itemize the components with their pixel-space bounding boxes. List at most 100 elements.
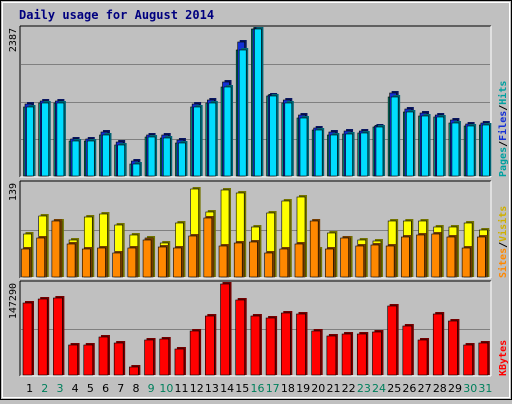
bar-sites-day-1 [21, 247, 32, 278]
bar-hits-day-16 [254, 27, 264, 177]
bar-kbytes-day-16 [250, 314, 262, 376]
bar-sites-day-15 [233, 241, 245, 278]
outer-bevel [2, 2, 510, 398]
bar-hits-day-13 [208, 101, 218, 177]
x-tick-label: 25 [387, 382, 401, 395]
x-tick-label: 23 [357, 382, 371, 395]
bar-kbytes-day-12 [189, 329, 202, 376]
bar-sites-day-17 [264, 251, 275, 278]
bar-hits-day-1 [26, 105, 36, 177]
bar-hits-day-2 [41, 101, 51, 177]
bar-sites-day-22 [340, 236, 351, 278]
bar-sites-day-24 [370, 243, 381, 278]
bar-sites-day-10 [157, 245, 169, 278]
x-tick-label: 2 [41, 382, 48, 395]
max-label-hits-files-pages: 2387 [8, 28, 19, 52]
bar-hits-day-14 [223, 85, 234, 177]
bar-hits-day-4 [71, 139, 82, 177]
bar-kbytes-day-28 [432, 312, 445, 376]
bar-kbytes-day-17 [265, 316, 278, 376]
x-tick-label: 4 [72, 382, 79, 395]
bar-kbytes-day-27 [417, 338, 430, 376]
x-tick-label: 31 [478, 382, 492, 395]
x-tick-label: 6 [102, 382, 109, 395]
x-tick-label: 19 [296, 382, 310, 395]
x-tick-label: 30 [463, 382, 477, 395]
x-tick-label: 12 [190, 382, 204, 395]
bar-hits-day-31 [482, 123, 492, 177]
x-tick-label: 27 [418, 382, 432, 395]
bar-kbytes-day-23 [356, 332, 369, 376]
x-tick-label: 13 [205, 382, 219, 395]
bar-hits-day-17 [269, 94, 279, 177]
bar-sites-day-16 [249, 240, 260, 278]
x-tick-label: 11 [175, 382, 189, 395]
x-tick-label: 14 [220, 382, 234, 395]
bar-kbytes-day-18 [280, 311, 293, 376]
bar-kbytes-day-8 [129, 365, 141, 376]
bar-sites-day-4 [66, 242, 78, 278]
x-tick-label: 10 [159, 382, 173, 395]
x-tick-label: 24 [372, 382, 386, 395]
bar-hits-day-25 [390, 95, 401, 177]
bar-hits-day-15 [238, 48, 249, 177]
bar-kbytes-day-3 [53, 296, 65, 376]
bar-kbytes-day-13 [205, 314, 217, 376]
bar-sites-day-9 [142, 238, 154, 278]
bar-sites-day-25 [385, 244, 397, 278]
x-tick-label: 16 [251, 382, 265, 395]
bar-sites-day-11 [173, 246, 184, 278]
max-label-kbytes: 147290 [8, 283, 19, 319]
bar-kbytes-day-10 [159, 337, 171, 376]
chart-title: Daily usage for August 2014 [19, 8, 215, 22]
legend-kbytes: KBytes [498, 340, 509, 376]
legend-files: Files [497, 111, 509, 141]
x-tick-label: 21 [326, 382, 340, 395]
bar-kbytes-day-5 [83, 343, 95, 376]
bar-kbytes-day-30 [463, 343, 475, 376]
bar-sites-day-5 [81, 247, 93, 278]
bar-hits-day-28 [436, 115, 446, 177]
x-tick-label: 7 [117, 382, 124, 395]
bar-kbytes-day-25 [387, 304, 399, 376]
bar-kbytes-day-2 [37, 297, 50, 376]
bar-sites-day-28 [431, 232, 442, 278]
bar-sites-day-2 [36, 236, 47, 278]
bar-kbytes-day-7 [113, 341, 126, 376]
max-label-visits-sites: 139 [8, 183, 19, 201]
x-tick-label: 28 [433, 382, 447, 395]
bar-sites-day-31 [477, 235, 488, 278]
bar-sites-day-26 [401, 235, 412, 278]
bar-hits-day-29 [451, 121, 461, 177]
x-tick-label: 22 [342, 382, 356, 395]
bar-hits-day-19 [299, 116, 309, 177]
bar-hits-day-27 [421, 114, 431, 177]
bar-hits-day-6 [102, 133, 112, 177]
bar-kbytes-day-11 [174, 347, 186, 376]
x-tick-label: 5 [87, 382, 94, 395]
bar-sites-day-19 [294, 242, 305, 278]
bar-sites-day-23 [355, 244, 366, 278]
x-tick-label: 15 [235, 382, 249, 395]
x-tick-label: 26 [402, 382, 416, 395]
bar-hits-day-3 [56, 101, 66, 177]
x-tick-label: 1 [26, 382, 33, 395]
bar-kbytes-day-1 [22, 301, 34, 376]
legend-pages: Pages [498, 147, 509, 177]
bar-kbytes-day-19 [296, 312, 308, 376]
bar-hits-day-7 [117, 143, 127, 177]
bar-hits-day-12 [193, 105, 203, 177]
bar-kbytes-day-6 [98, 335, 110, 376]
bar-hits-day-21 [330, 133, 340, 177]
axis-legend-visits-sites: Sites/Visits [497, 206, 509, 278]
bar-sites-day-14 [218, 244, 230, 278]
bar-hits-day-22 [345, 132, 355, 177]
bar-kbytes-day-21 [326, 334, 338, 376]
bar-kbytes-day-22 [341, 332, 354, 376]
bar-kbytes-day-20 [311, 329, 323, 376]
legend-sites: Sites [497, 248, 509, 278]
bar-kbytes-day-29 [448, 319, 460, 376]
legend-visits: Visits [497, 206, 509, 242]
